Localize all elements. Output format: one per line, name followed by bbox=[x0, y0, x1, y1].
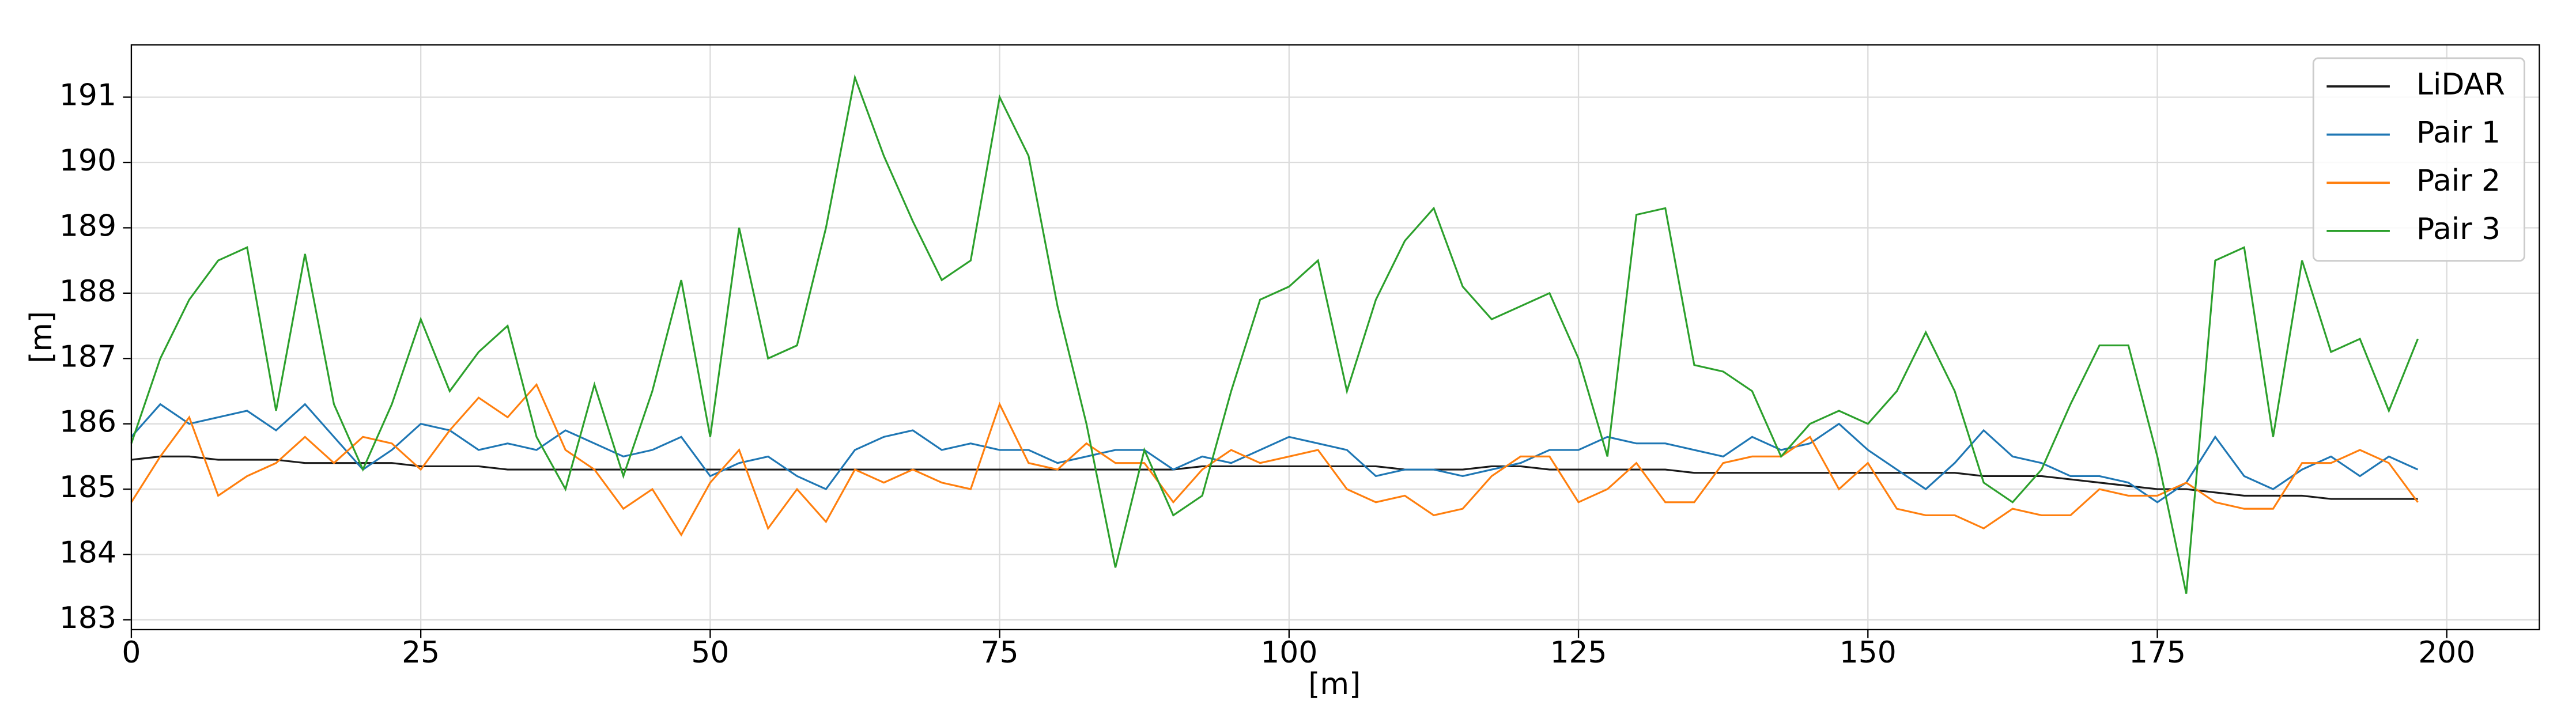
legend-label: Pair 1 bbox=[2416, 116, 2501, 150]
series-line bbox=[130, 403, 2419, 504]
x-tick-label: 175 bbox=[2129, 635, 2186, 670]
y-tick-label: 188 bbox=[59, 274, 116, 309]
y-tick-label: 186 bbox=[59, 405, 116, 440]
legend-box bbox=[2312, 57, 2525, 262]
legend-label: Pair 3 bbox=[2416, 212, 2501, 247]
x-tick-label: 125 bbox=[1550, 635, 1607, 670]
legend: LiDAR Pair 1 Pair 2 Pair 3 bbox=[2312, 57, 2525, 262]
x-tick-label: 25 bbox=[402, 635, 440, 670]
x-tick-label: 50 bbox=[691, 635, 729, 670]
series-line bbox=[130, 74, 2419, 594]
x-tick-label: 200 bbox=[2418, 635, 2475, 670]
x-axis-label: [m] bbox=[1308, 667, 1361, 702]
y-tick-label: 183 bbox=[59, 601, 116, 635]
x-tick-label: 150 bbox=[1840, 635, 1897, 670]
y-tick-label: 189 bbox=[59, 209, 116, 243]
legend-label: LiDAR bbox=[2416, 67, 2505, 102]
y-tick-label: 191 bbox=[59, 78, 116, 113]
y-tick-label: 187 bbox=[59, 339, 116, 374]
x-tick-label: 100 bbox=[1260, 635, 1317, 670]
y-axis-label: [m] bbox=[24, 311, 59, 364]
series-line bbox=[131, 455, 2418, 500]
plot-frame bbox=[130, 44, 2540, 631]
x-tick-label: 0 bbox=[122, 635, 141, 670]
y-tick-label: 185 bbox=[59, 470, 116, 505]
y-tick-label: 190 bbox=[59, 143, 116, 178]
x-tick-label: 75 bbox=[981, 635, 1019, 670]
legend-label: Pair 2 bbox=[2416, 164, 2501, 198]
series-line bbox=[130, 383, 2419, 537]
y-tick-label: 184 bbox=[59, 536, 116, 570]
